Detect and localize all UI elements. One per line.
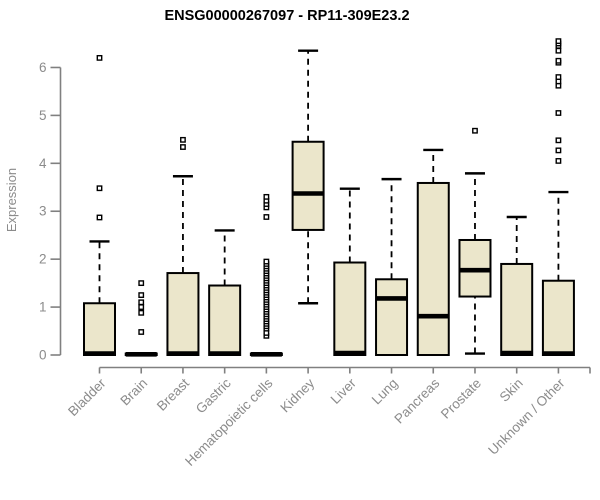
x-tick-label-liver: Liver	[328, 375, 360, 407]
outlier-point	[138, 329, 145, 335]
x-tick-label-breast: Breast	[154, 375, 192, 413]
outlier-point	[263, 214, 270, 220]
y-axis: 0 1 2 3 4 5 6	[39, 60, 62, 363]
iqr-box	[166, 272, 200, 356]
x-tick-label-gastric: Gastric	[193, 375, 234, 416]
x-tick-label-brain: Brain	[117, 376, 150, 409]
box-liver	[333, 187, 367, 357]
outlier-point	[555, 137, 562, 144]
outlier-point	[555, 110, 562, 116]
iqr-box	[208, 284, 242, 356]
outlier-point	[96, 185, 103, 192]
outlier-point	[138, 292, 145, 298]
box-gastric	[208, 229, 242, 356]
y-tick-label-1: 1	[39, 300, 47, 315]
box-pancreas	[416, 148, 450, 356]
iqr-box	[541, 279, 575, 356]
box-bladder	[83, 54, 116, 356]
iqr-box	[416, 181, 450, 356]
outlier-point	[555, 38, 562, 45]
y-tick-label-2: 2	[39, 252, 47, 267]
outlier-point	[138, 299, 145, 306]
y-tick-label-3: 3	[39, 204, 47, 219]
x-tick-label-lung: Lung	[369, 376, 401, 408]
x-tick-label-kidney: Kidney	[277, 375, 317, 415]
outlier-point	[555, 158, 562, 164]
box-series	[83, 38, 575, 357]
box-lung	[375, 177, 409, 357]
outlier-point	[138, 304, 145, 310]
outlier-point	[472, 127, 478, 134]
outlier-point	[555, 147, 562, 154]
x-tick-label-bladder: Bladder	[65, 375, 109, 419]
y-tick-label-4: 4	[39, 156, 47, 171]
outlier-point	[180, 136, 186, 143]
outlier-point	[555, 74, 562, 80]
iqr-box	[83, 302, 116, 356]
chart-title: ENSG00000267097 - RP11-309E23.2	[164, 8, 409, 24]
outlier-point	[555, 47, 562, 54]
outlier-point	[96, 54, 103, 61]
y-tick-label-6: 6	[39, 60, 47, 75]
x-tick-label-skin: Skin	[497, 376, 526, 405]
x-tick-label-pancreas: Pancreas	[391, 375, 442, 426]
outlier-point	[555, 57, 562, 64]
x-tick-label-prostate: Prostate	[438, 376, 484, 422]
outlier-point	[138, 280, 145, 287]
outlier-point	[263, 193, 270, 200]
outlier-point	[263, 258, 270, 265]
y-axis-label: Expression	[4, 168, 19, 232]
outlier-point	[96, 214, 103, 221]
box-hematopoietic-cells	[249, 193, 283, 357]
iqr-box	[333, 261, 367, 357]
box-kidney	[291, 49, 325, 305]
x-tick-label-unknown-other: Unknown / Other	[485, 375, 568, 458]
iqr-box	[500, 262, 534, 356]
box-prostate	[458, 127, 492, 355]
y-tick-label-5: 5	[39, 108, 47, 123]
outlier-point	[138, 309, 145, 316]
box-brain	[124, 280, 158, 357]
box-unknown-other	[541, 38, 575, 356]
iqr-box	[375, 278, 409, 357]
iqr-box	[291, 140, 325, 231]
box-skin	[500, 215, 534, 356]
box-breast	[166, 136, 200, 356]
outlier-point	[180, 144, 186, 150]
y-tick-label-0: 0	[39, 348, 47, 363]
